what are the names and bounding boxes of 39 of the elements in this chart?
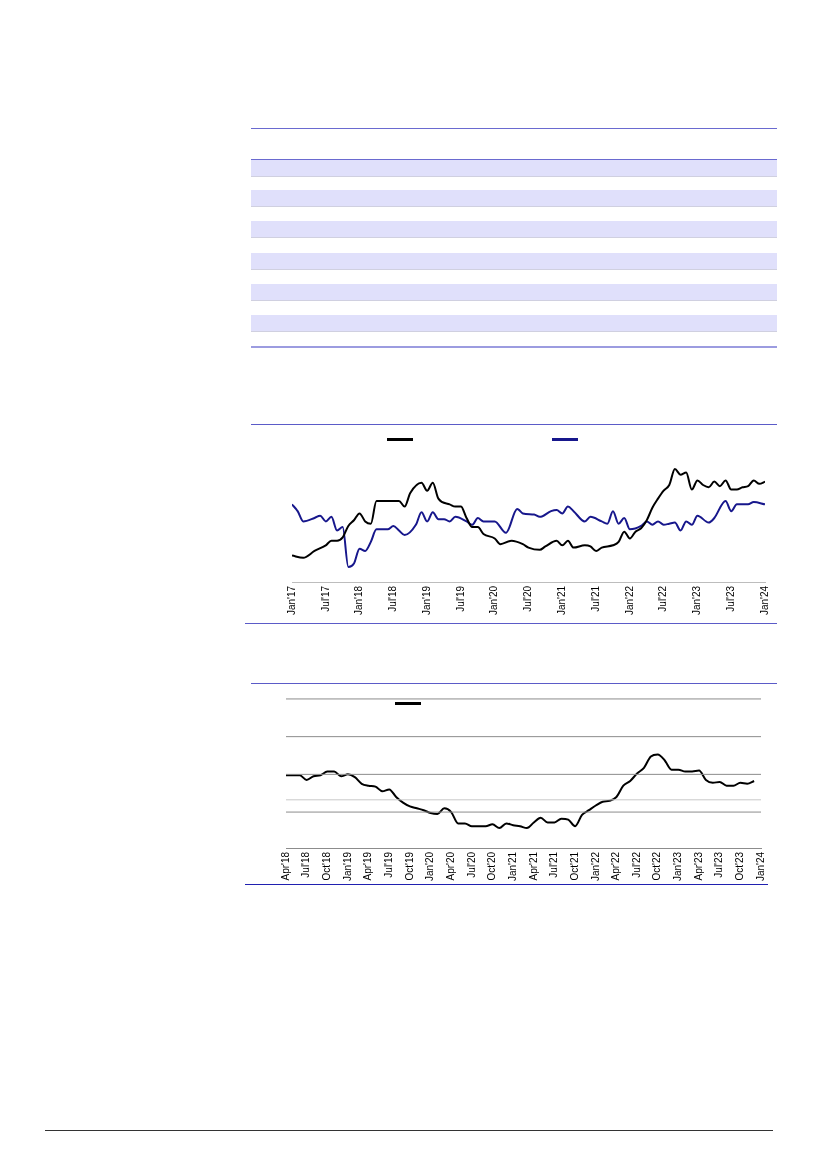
x-tick-label: Jul'22 (657, 585, 669, 612)
x-tick-label: Jan'21 (506, 851, 518, 881)
x-tick-label: Jan'22 (589, 851, 601, 881)
x-tick-label: Jan'17 (285, 585, 297, 615)
x-tick-label: Oct'22 (651, 851, 663, 881)
x-tick-label: Jul'22 (630, 851, 642, 878)
x-tick-label: Jul'18 (387, 585, 399, 612)
x-tick-label: Jul'18 (300, 851, 312, 878)
x-tick-label: Jan'20 (424, 851, 436, 881)
x-tick-label: Oct'18 (321, 851, 333, 881)
x-tick-label: Oct'20 (486, 851, 498, 881)
x-tick-label: Apr'20 (444, 851, 456, 881)
x-tick-label: Jan'22 (623, 585, 635, 615)
x-tick-label: Apr'19 (362, 851, 374, 881)
x-tick-label: Jan'23 (691, 585, 703, 615)
x-tick-label: Jan'21 (556, 585, 568, 615)
x-tick-label: Oct'23 (734, 851, 746, 881)
x-tick-label: Jan'19 (420, 585, 432, 615)
x-tick-label: Apr'23 (692, 851, 704, 881)
x-tick-label: Jul'20 (465, 851, 477, 878)
x-tick-label: Jul'19 (454, 585, 466, 612)
x-tick-label: Jul'19 (383, 851, 395, 878)
x-tick-label: Jul'20 (522, 585, 534, 612)
x-tick-label: Oct'19 (403, 851, 415, 881)
x-tick-label: Jan'24 (758, 585, 770, 615)
x-tick-label: Jul'23 (724, 585, 736, 612)
x-tick-label: Jul'17 (319, 585, 331, 612)
x-tick-label: Oct'21 (568, 851, 580, 881)
x-tick-label: Jan'20 (488, 585, 500, 615)
x-tick-label: Jan'24 (754, 851, 766, 881)
x-tick-label: Jul'23 (713, 851, 725, 878)
x-tick-label: Apr'18 (279, 851, 291, 881)
x-tick-label: Apr'21 (527, 851, 539, 881)
x-tick-label: Jul'21 (548, 851, 560, 878)
x-tick-label: Jan'23 (672, 851, 684, 881)
x-tick-label: Apr'22 (610, 851, 622, 881)
x-tick-label: Jan'19 (341, 851, 353, 881)
x-tick-label: Jul'21 (589, 585, 601, 612)
x-tick-label: Jan'18 (353, 585, 365, 615)
